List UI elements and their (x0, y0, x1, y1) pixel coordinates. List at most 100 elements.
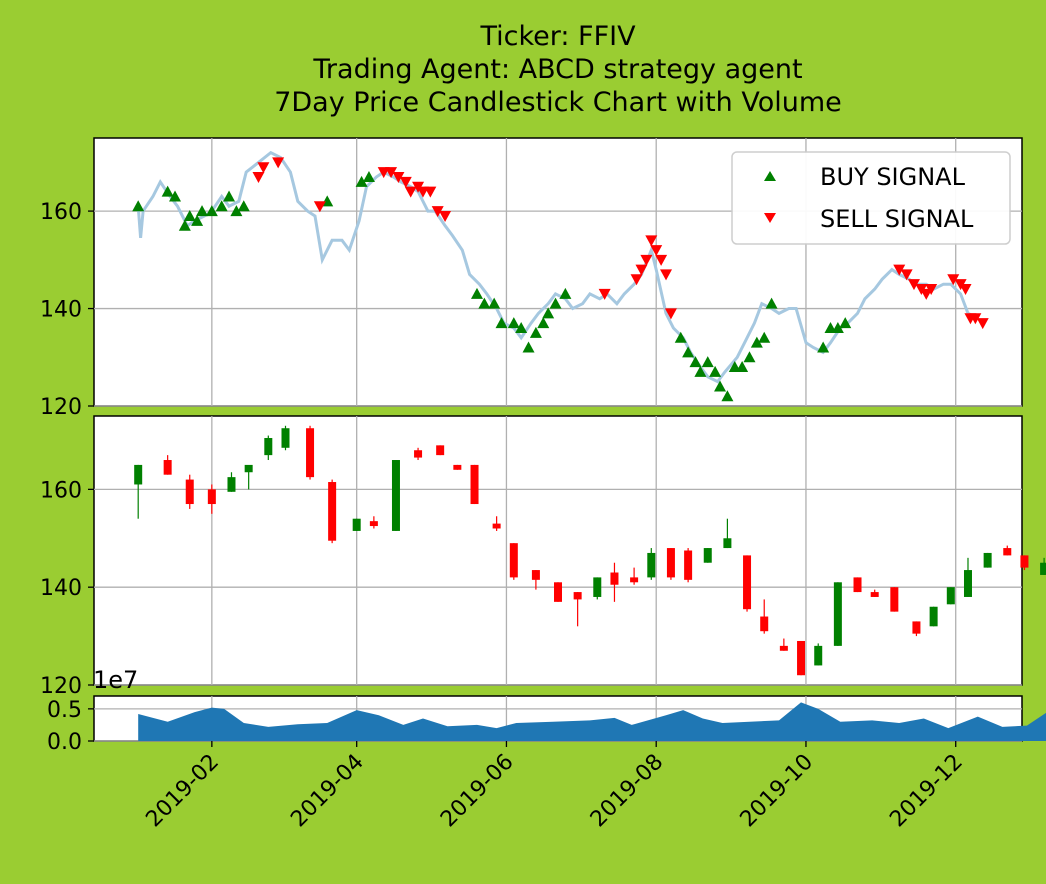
buy-signal-marker (161, 185, 174, 197)
candle-body (593, 577, 602, 597)
sell-signal-marker (655, 254, 668, 266)
sell-signal-marker (392, 171, 405, 183)
buy-signal-marker (205, 205, 218, 217)
sell-signal-marker (640, 254, 653, 266)
sell-signal-marker (598, 288, 611, 300)
buy-signal-marker (196, 205, 209, 217)
sell-signal-markers (252, 157, 989, 330)
buy-signal-marker (689, 356, 702, 368)
sell-signal-marker (385, 167, 398, 179)
candle-body (853, 577, 862, 593)
candle-body (610, 572, 619, 585)
candle-body (352, 518, 361, 531)
buy-signal-marker (721, 390, 734, 402)
buy-signal-marker (522, 341, 535, 353)
candle-body (760, 616, 769, 632)
candlestick-panel-background (93, 415, 1023, 686)
candle-body (833, 582, 842, 646)
buy-signal-marker (817, 341, 830, 353)
buy-signal-marker (674, 331, 687, 343)
buy-signal-marker (831, 322, 844, 334)
buy-signal-marker (542, 307, 555, 319)
x-tick-label: 2019-04 (286, 750, 369, 833)
sell-signal-marker (900, 269, 913, 281)
buy-signal-marker (230, 205, 243, 217)
candle-ytick-label: 160 (40, 478, 82, 503)
candle-body (328, 482, 337, 541)
buy-signal-marker (743, 351, 756, 363)
candle-body (1003, 548, 1012, 556)
buy-signal-marker (736, 361, 749, 373)
candle-body (630, 577, 639, 583)
volume-panel: 0.00.5 1e7 (47, 666, 1046, 755)
buy-signal-marker (237, 200, 250, 212)
candle-body (1040, 562, 1046, 575)
sell-signal-marker (907, 279, 920, 291)
buy-signal-marker (750, 336, 763, 348)
price-ytick-label: 140 (40, 298, 82, 323)
candle-body (281, 428, 290, 448)
candle-body (185, 479, 194, 505)
candle-body (684, 550, 693, 580)
legend-box (731, 151, 1011, 245)
sell-signal-marker (664, 308, 677, 320)
sell-signal-marker (431, 206, 444, 218)
candle-body (207, 489, 216, 505)
sell-signal-marker (439, 210, 452, 222)
sell-signal-marker (630, 274, 643, 286)
candlestick-grid (94, 416, 1022, 686)
sell-signal-marker (976, 318, 989, 330)
x-tick-label: 2019-02 (141, 750, 224, 833)
buy-signal-marker (478, 297, 491, 309)
sell-signal-marker (969, 313, 982, 325)
chart-title: Ticker: FFIV Trading Agent: ABCD strategy… (274, 21, 842, 118)
legend-sell-marker (764, 213, 776, 223)
candle-body (369, 521, 378, 527)
candle-body (470, 464, 479, 505)
candles (134, 425, 1046, 676)
volume-ytick-label: 0.0 (47, 730, 82, 755)
sell-signal-marker (660, 269, 673, 281)
buy-signal-marker (765, 297, 778, 309)
candle-body (264, 438, 273, 456)
candle-body (391, 460, 400, 531)
candle-body (244, 464, 253, 473)
candle-body (306, 428, 315, 478)
sell-signal-marker (424, 186, 437, 198)
candlestick-panel: 120 140 160 (40, 415, 1046, 699)
price-y-ticks: 120 140 160 (40, 200, 94, 420)
candle-body (666, 548, 675, 578)
volume-y-ticks: 0.00.5 (47, 698, 94, 755)
candle-body (946, 587, 955, 605)
chart-title-line: Ticker: FFIV (479, 21, 636, 52)
buy-signal-marker (183, 209, 196, 221)
candle-body (163, 460, 172, 475)
buy-signal-marker (191, 214, 204, 226)
candle-ytick-label: 140 (40, 576, 82, 601)
buy-signal-marker (714, 380, 727, 392)
legend: BUY SIGNAL SELL SIGNAL (731, 151, 1011, 245)
sell-signal-marker (313, 201, 326, 213)
sell-signal-marker (925, 284, 938, 296)
buy-signal-marker (537, 317, 550, 329)
buy-signal-marker (362, 170, 375, 182)
buy-signal-marker (215, 200, 228, 212)
buy-signal-marker (515, 322, 528, 334)
candle-body (1020, 555, 1029, 568)
x-tick-label: 2019-10 (736, 750, 819, 833)
sell-signal-marker (272, 157, 285, 169)
candle-body (453, 464, 462, 470)
buy-signal-marker (169, 190, 182, 202)
buy-signal-marker (559, 287, 572, 299)
chart-title-line: Trading Agent: ABCD strategy agent (312, 54, 802, 85)
sell-signal-marker (959, 284, 972, 296)
buy-signal-marker (549, 297, 562, 309)
x-axis-ticks: 2019-02 2019-04 2019-06 2019-08 2019-10 2019-… (141, 741, 968, 832)
buy-signal-marker (701, 356, 714, 368)
candlestick-y-ticks: 120 140 160 (40, 478, 94, 699)
candle-body (870, 592, 879, 597)
sell-signal-marker (650, 245, 663, 257)
candle-body (963, 570, 972, 597)
candle-body (703, 548, 712, 563)
candle-body (647, 552, 656, 578)
